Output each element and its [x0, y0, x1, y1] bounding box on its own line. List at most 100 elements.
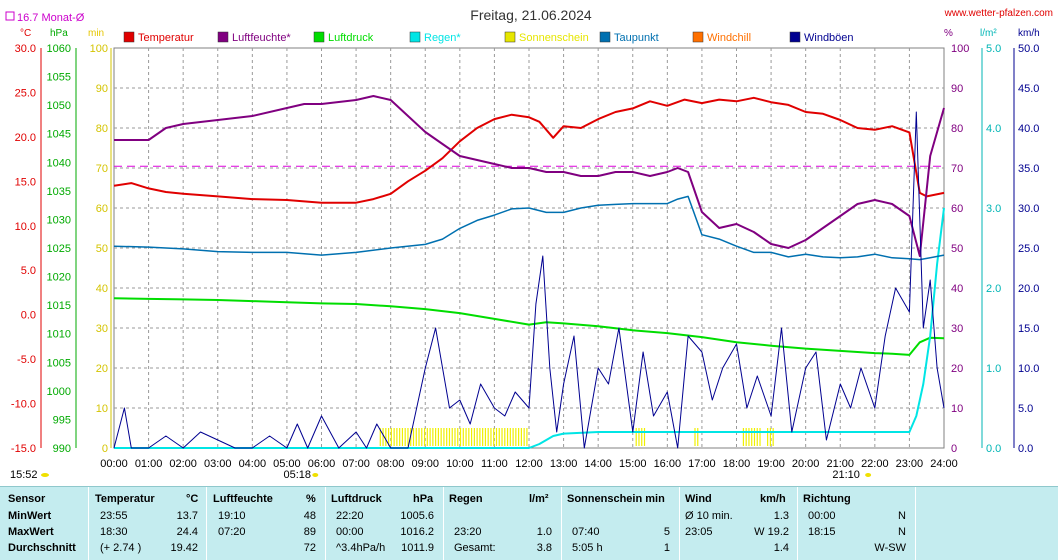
chart-title: Freitag, 21.06.2024: [470, 7, 592, 23]
unit-temp: °C: [20, 28, 31, 39]
source-link[interactable]: www.wetter-pfalzen.com: [944, 8, 1053, 19]
temp-tick: 25.0: [15, 87, 36, 99]
stat-sun-time: 5:05 h: [572, 542, 603, 554]
pressure-tick: 1055: [47, 72, 71, 84]
pct-tick: 60: [951, 203, 963, 215]
legend-label: Regen*: [424, 32, 461, 44]
hdr-sun: Sonnenschein min: [567, 493, 665, 505]
legend-label: Sonnenschein: [519, 32, 589, 44]
stat-temp-val: 24.4: [176, 526, 198, 538]
stat-dir-val: W-SW: [874, 542, 906, 554]
pressure-tick: 1035: [47, 186, 71, 198]
hdr-hum: Luftfeuchte: [213, 493, 273, 505]
stat-press-val: 1005.6: [400, 510, 434, 522]
pressure-tick: 1045: [47, 129, 71, 141]
weather-chart: Freitag, 21.06.2024 www.wetter-pfalzen.c…: [5, 7, 1053, 481]
pressure-tick: 1015: [47, 300, 71, 312]
stat-rain-val: 3.8: [536, 542, 552, 554]
x-tick: 14:00: [584, 458, 612, 470]
x-tick: 23:00: [896, 458, 924, 470]
min-tick: 60: [96, 203, 108, 215]
stat-hum-time: 19:10: [218, 510, 246, 522]
legend-swatch: [217, 31, 229, 43]
wind-tick: 10.0: [1018, 363, 1039, 375]
unit-wind: km/h: [1018, 28, 1040, 39]
min-tick: 0: [102, 443, 108, 455]
stat-label: MinWert: [8, 510, 52, 522]
stat-sun-val: 1: [663, 542, 670, 554]
stat-wind-val: 1.4: [773, 542, 789, 554]
pct-tick: 20: [951, 363, 963, 375]
x-tick: 16:00: [654, 458, 682, 470]
wind-tick: 45.0: [1018, 83, 1039, 95]
temp-tick: -5.0: [17, 354, 36, 366]
min-tick: 90: [96, 83, 108, 95]
x-tick: 17:00: [688, 458, 716, 470]
pressure-tick: 990: [53, 443, 71, 455]
hdr-wind-unit: km/h: [760, 493, 786, 505]
pct-tick: 80: [951, 123, 963, 135]
hdr-temp: Temperatur: [95, 493, 155, 505]
temp-tick: 20.0: [15, 132, 36, 144]
x-tick: 21:00: [826, 458, 854, 470]
legend-swatch: [313, 31, 325, 43]
hdr-rain-unit: l/m²: [529, 493, 549, 505]
pressure-tick: 1040: [47, 157, 71, 169]
stat-label: MaxWert: [8, 526, 54, 538]
wind-tick: 15.0: [1018, 323, 1039, 335]
legend-swatch: [123, 31, 135, 43]
legend-label: Taupunkt: [614, 32, 659, 44]
x-tick: 07:00: [342, 458, 370, 470]
pressure-tick: 1025: [47, 243, 71, 255]
stat-sun-time: 07:40: [572, 526, 600, 538]
stat-wind-val: 1.3: [773, 510, 789, 522]
hdr-rain: Regen: [449, 493, 483, 505]
sunset-icon: [865, 473, 872, 477]
min-tick: 80: [96, 123, 108, 135]
legend-swatch: [504, 31, 516, 43]
legend-swatch: [599, 31, 611, 43]
temp-tick: 10.0: [15, 221, 36, 233]
stat-temp-val: 13.7: [176, 510, 198, 522]
wind-tick: 35.0: [1018, 163, 1039, 175]
x-tick: 04:00: [239, 458, 267, 470]
legend-label: Windchill: [707, 32, 751, 44]
sun-icon: [41, 473, 49, 477]
rain-tick: 5.0: [986, 43, 1001, 55]
stat-wind-time: Ø 10 min.: [685, 510, 733, 522]
x-tick: 22:00: [861, 458, 889, 470]
stat-dir-time: 18:15: [808, 526, 836, 538]
x-tick: 13:00: [550, 458, 578, 470]
x-tick: 00:00: [100, 458, 128, 470]
hdr-hum-unit: %: [306, 493, 316, 505]
pct-tick: 90: [951, 83, 963, 95]
stat-wind-val: W 19.2: [754, 526, 789, 538]
pressure-tick: 1020: [47, 272, 71, 284]
stat-temp-time: 23:55: [100, 510, 128, 522]
pressure-tick: 1010: [47, 329, 71, 341]
pct-tick: 40: [951, 283, 963, 295]
pressure-tick: 1000: [47, 386, 71, 398]
pct-tick: 0: [951, 443, 957, 455]
stat-sun-val: 5: [663, 526, 670, 538]
wind-tick: 25.0: [1018, 243, 1039, 255]
stat-hum-val: 89: [303, 526, 316, 538]
stat-hum-val: 72: [303, 542, 316, 554]
min-tick: 50: [96, 243, 108, 255]
rain-tick: 1.0: [986, 363, 1001, 375]
wind-tick: 20.0: [1018, 283, 1039, 295]
wind-tick: 5.0: [1018, 403, 1033, 415]
legend-swatch: [409, 31, 421, 43]
pct-tick: 100: [951, 43, 969, 55]
stat-temp-time: 18:30: [100, 526, 128, 538]
x-tick: 19:00: [757, 458, 785, 470]
stat-press-val: 1011.9: [401, 542, 434, 554]
sunrise-icon: [312, 473, 319, 477]
rain-tick: 3.0: [986, 203, 1001, 215]
stat-hum-val: 48: [303, 510, 316, 522]
stat-press-val: 1016.2: [400, 526, 434, 538]
stat-rain-time: 23:20: [454, 526, 482, 538]
x-tick: 09:00: [411, 458, 439, 470]
x-tick: 10:00: [446, 458, 474, 470]
pct-tick: 70: [951, 163, 963, 175]
